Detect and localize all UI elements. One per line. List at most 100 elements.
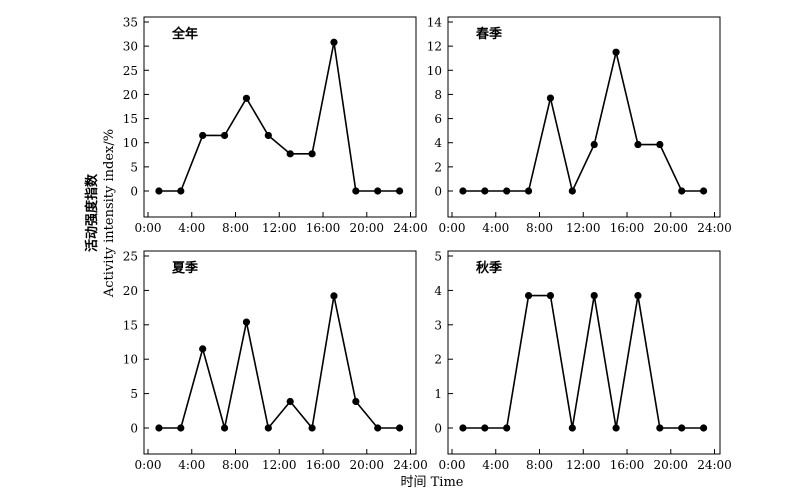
y-tick-label: 12 [427, 40, 442, 54]
y-tick-label: 0 [434, 185, 442, 199]
y-axis-label-en: Activity intensity index/% [102, 129, 117, 298]
data-point [395, 424, 404, 432]
data-point [481, 424, 489, 432]
y-tick-label: 4 [434, 284, 442, 298]
x-axis-label: 时间 Time [401, 475, 464, 490]
x-tick-label: 12:00 [566, 458, 601, 472]
x-tick-label: 4:00 [178, 458, 205, 472]
y-tick-label: 10 [123, 353, 138, 367]
data-point [546, 291, 555, 300]
y-tick-label: 5 [130, 387, 138, 401]
data-point [459, 424, 467, 432]
data-point [242, 318, 251, 326]
y-tick-label: 10 [123, 136, 138, 150]
data-point [568, 187, 576, 195]
data-point [634, 291, 642, 300]
data-point [199, 131, 207, 140]
x-tick-label: 24:00 [393, 458, 428, 472]
panel-title: 夏季 [171, 260, 198, 276]
data-point [286, 150, 294, 158]
panel-title: 全年 [171, 26, 198, 42]
data-point [220, 131, 229, 140]
series-line [158, 42, 400, 192]
x-tick-label: 8:00 [526, 458, 553, 472]
x-tick-label: 12:00 [566, 221, 601, 235]
data-point [155, 187, 163, 195]
y-tick-label: 4 [434, 136, 442, 150]
data-point [568, 424, 576, 432]
panel-title: 秋季 [476, 260, 502, 276]
y-tick-label: 15 [123, 112, 138, 126]
y-tick-label: 25 [123, 64, 138, 78]
y-tick-label: 5 [130, 160, 138, 174]
chart-panel: 0 2 4 6 8 10 12 14 0:00 4:00 8:00 12:00 16:00 20:00 24… [427, 16, 732, 236]
data-point [481, 187, 489, 195]
data-point [330, 38, 338, 46]
x-tick-label: 8:00 [222, 221, 249, 235]
data-point [656, 424, 664, 432]
x-tick-label: 4:00 [178, 221, 205, 235]
data-point [264, 131, 272, 140]
data-point [678, 424, 686, 432]
plot-frame [447, 16, 721, 218]
y-tick-label: 35 [123, 16, 138, 30]
x-tick-label: 20:00 [653, 458, 688, 472]
data-point [177, 424, 185, 432]
data-point [699, 187, 708, 195]
y-tick-label: 14 [427, 16, 443, 30]
x-tick-label: 0:00 [135, 458, 162, 472]
x-tick-label: 0:00 [135, 221, 162, 235]
x-tick-label: 20:00 [349, 221, 384, 235]
x-tick-label: 16:00 [610, 458, 645, 472]
data-point [264, 424, 272, 432]
y-tick-label: 30 [123, 40, 138, 54]
data-point [546, 94, 555, 102]
x-tick-label: 12:00 [262, 458, 297, 472]
x-tick-label: 20:00 [653, 221, 688, 235]
x-tick-label: 16:00 [306, 458, 341, 472]
x-tick-label: 12:00 [262, 221, 297, 235]
x-tick-label: 20:00 [349, 458, 384, 472]
data-point [634, 140, 642, 149]
y-tick-label: 8 [434, 88, 442, 102]
data-point [155, 424, 163, 432]
data-point [352, 397, 360, 406]
plot-frame [447, 250, 721, 455]
x-tick-label: 16:00 [306, 221, 341, 235]
chart-panel: 0 5 10 15 20 25 0:00 4:00 8:00 12:00 16:00 20:00 24:… [123, 250, 428, 473]
data-point [678, 187, 686, 195]
panel-title: 春季 [475, 26, 502, 42]
x-tick-label: 4:00 [482, 458, 509, 472]
x-tick-label: 4:00 [482, 221, 509, 235]
chart-panel: 0 5 10 15 20 25 30 35 0:00 4:00 8:00 12:00 16:00 20:0… [123, 16, 428, 236]
data-point [177, 187, 185, 195]
data-point [308, 150, 316, 158]
plot-frame [143, 16, 417, 218]
chart-panel: 0 1 2 3 4 5 0:00 4:00 8:00 12:00 16:00 20:00 24:00 秋季 [434, 250, 731, 473]
y-tick-label: 25 [123, 250, 138, 264]
data-point [590, 140, 598, 149]
data-point [374, 187, 382, 195]
data-point [395, 187, 404, 195]
y-tick-label: 20 [123, 88, 138, 102]
y-tick-label: 0 [434, 422, 442, 436]
y-tick-label: 3 [434, 318, 442, 332]
y-axis-label-cn: 活动强度指数 [84, 173, 100, 252]
data-point [459, 187, 467, 195]
x-tick-label: 16:00 [610, 221, 645, 235]
series-line [462, 51, 704, 194]
x-tick-label: 0:00 [439, 221, 466, 235]
y-tick-label: 15 [123, 318, 138, 332]
data-point [612, 424, 620, 432]
data-point [286, 397, 294, 406]
series-line [158, 295, 400, 430]
data-point [330, 292, 338, 300]
data-point [503, 424, 511, 432]
data-point [590, 291, 598, 300]
x-tick-label: 8:00 [222, 458, 249, 472]
plot-frame [143, 250, 417, 455]
data-point [352, 187, 360, 195]
y-tick-label: 5 [434, 250, 442, 264]
data-point [199, 345, 207, 353]
